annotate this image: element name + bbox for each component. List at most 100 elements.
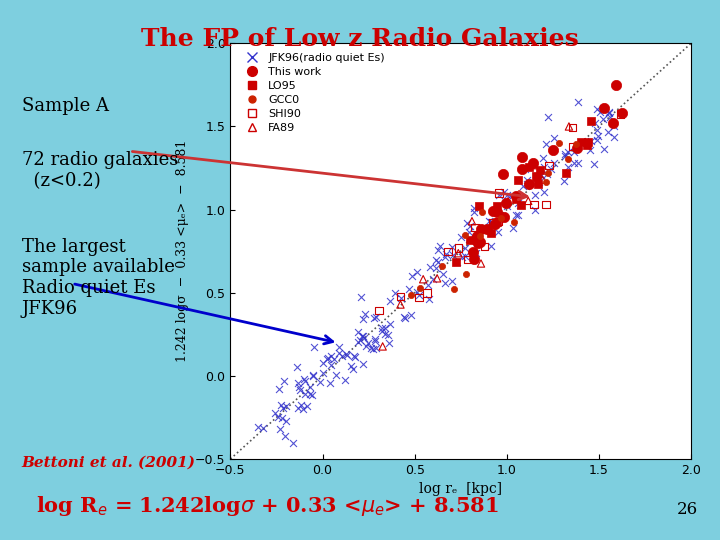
Point <box>523 197 534 205</box>
Point <box>469 208 480 217</box>
Point <box>481 224 492 233</box>
Point <box>329 354 341 363</box>
Point <box>516 165 528 174</box>
Point <box>598 114 609 123</box>
Text: Bettoni et al. (2001): Bettoni et al. (2001) <box>22 456 196 470</box>
Point <box>516 201 527 210</box>
Point <box>474 238 486 247</box>
Point <box>493 189 505 198</box>
Point <box>300 376 311 385</box>
Point <box>455 233 467 242</box>
Point <box>603 109 615 117</box>
Point <box>405 310 417 319</box>
Point <box>414 284 426 292</box>
Point <box>562 154 574 163</box>
Point <box>379 324 390 333</box>
Point <box>322 355 333 363</box>
Point <box>418 275 429 284</box>
Point <box>533 180 544 188</box>
Point <box>276 414 288 423</box>
Point <box>588 160 600 168</box>
Point <box>487 218 499 227</box>
Point <box>571 144 582 153</box>
Point <box>575 138 587 146</box>
Point <box>584 145 595 154</box>
Point <box>357 359 369 368</box>
Point <box>469 223 481 232</box>
Point <box>461 219 472 227</box>
Point <box>464 221 476 230</box>
Point <box>510 211 521 219</box>
Point <box>548 134 559 143</box>
Point <box>487 207 499 215</box>
Point <box>307 372 319 381</box>
Point <box>352 328 364 336</box>
Point <box>516 153 528 161</box>
Point <box>598 103 610 112</box>
Point <box>512 176 523 184</box>
Point <box>440 249 451 258</box>
Point <box>461 269 472 278</box>
Point <box>292 362 303 371</box>
Point <box>279 431 291 440</box>
Point <box>342 350 354 359</box>
Point <box>295 400 307 409</box>
Point <box>359 334 370 342</box>
Point <box>472 239 484 247</box>
Text: The largest
sample available
Radio quiet Es
JFK96: The largest sample available Radio quiet… <box>22 238 174 318</box>
Point <box>529 206 541 215</box>
Point <box>451 258 462 266</box>
Point <box>352 338 364 347</box>
Point <box>521 176 533 185</box>
Point <box>428 275 439 284</box>
Point <box>325 361 336 369</box>
Point <box>437 270 449 279</box>
Point <box>324 379 336 388</box>
Point <box>281 416 292 425</box>
Point <box>510 192 521 200</box>
Point <box>485 241 497 250</box>
Point <box>611 80 622 89</box>
Point <box>498 213 510 221</box>
Point <box>359 310 371 319</box>
Point <box>607 118 618 127</box>
Point <box>545 165 557 173</box>
Point <box>528 200 540 209</box>
Point <box>514 200 526 209</box>
Point <box>589 119 600 127</box>
Point <box>301 402 312 410</box>
Point <box>450 258 462 266</box>
Point <box>592 125 603 134</box>
Point <box>528 161 540 170</box>
Point <box>542 169 554 178</box>
Point <box>595 108 606 117</box>
Point <box>508 224 519 232</box>
Point <box>563 122 575 131</box>
Point <box>423 295 435 303</box>
Point <box>280 401 292 410</box>
Point <box>318 359 329 368</box>
Point <box>279 377 290 386</box>
Point <box>603 108 615 117</box>
Point <box>459 231 471 239</box>
Point <box>476 207 487 216</box>
Text: 26: 26 <box>678 502 698 518</box>
Point <box>568 159 580 167</box>
Point <box>562 147 574 156</box>
Point <box>503 197 514 206</box>
Point <box>513 199 524 208</box>
Point <box>471 239 482 247</box>
Point <box>534 166 546 174</box>
Point <box>467 217 478 226</box>
Point <box>330 370 342 379</box>
Point <box>447 251 459 259</box>
Point <box>369 334 380 343</box>
Point <box>432 246 444 254</box>
Point <box>536 176 548 184</box>
Point <box>498 187 510 196</box>
Point <box>485 229 497 238</box>
Point <box>339 376 351 384</box>
Point <box>567 142 578 151</box>
Point <box>299 389 310 398</box>
Point <box>414 291 426 299</box>
